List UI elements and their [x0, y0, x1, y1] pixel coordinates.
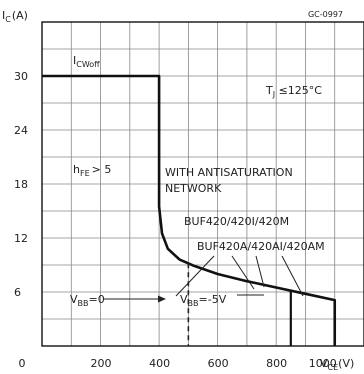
- label-buf420a: BUF420A/420AI/420AM: [197, 240, 325, 253]
- arrow-vbb0: [158, 295, 166, 303]
- leader-buf420-a: [175, 255, 215, 297]
- label-vbb5: VBB=-5V: [180, 293, 227, 308]
- x-tick-label: 200: [91, 357, 112, 370]
- y-tick-label: 30: [14, 70, 28, 83]
- x-axis-label-unit: (V): [338, 357, 354, 370]
- label-antisat-line2: NETWORK: [165, 182, 222, 195]
- plot-frame: [41, 21, 364, 347]
- label-antisat-line1: WITH ANTISATURATION: [165, 166, 293, 179]
- series-layer: [42, 74, 337, 346]
- y-axis-label-unit: (A): [12, 9, 28, 22]
- y-tick-label: 18: [14, 178, 28, 191]
- y-tick-label: 6: [14, 286, 21, 299]
- series-line: [42, 74, 337, 346]
- y-axis-label-sub: C: [5, 15, 11, 24]
- x-axis-label-sub: CE: [328, 363, 339, 372]
- y-axis-label: IC(A): [2, 9, 28, 24]
- label-i-cwoff: ICWoff: [73, 54, 100, 69]
- x-tick-label: 0: [19, 357, 26, 370]
- y-tick-label: 24: [14, 124, 28, 137]
- x-tick-label: 400: [149, 357, 170, 370]
- x-tick-label: 1000: [309, 357, 337, 370]
- x-axis-label: VCE(V): [320, 357, 354, 372]
- leader-buf420-c: [255, 255, 265, 288]
- x-axis-label-main: V: [320, 357, 328, 370]
- label-vbb0: VBB=0: [70, 293, 105, 308]
- x-tick-label: 600: [208, 357, 229, 370]
- figure-code: GC-0997: [308, 10, 343, 19]
- leader-buf420-b: [231, 255, 255, 290]
- tick-labels: 6 12 18 24 30 0 200 400 600 800 1000: [14, 70, 337, 370]
- y-axis-label-main: I: [2, 9, 5, 22]
- label-hfe: hFE > 5: [73, 163, 111, 178]
- leader-buf420a: [281, 255, 304, 297]
- label-buf420: BUF420/420I/420M: [184, 215, 289, 228]
- label-tj: TJ ≤125°C: [265, 84, 322, 99]
- x-tick-label: 800: [266, 357, 287, 370]
- grid: [42, 22, 364, 346]
- y-tick-label: 12: [14, 232, 28, 245]
